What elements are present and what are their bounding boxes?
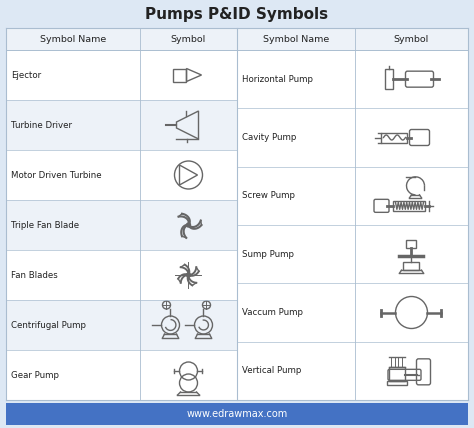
Bar xyxy=(403,262,419,270)
Bar xyxy=(407,240,417,248)
Text: Triple Fan Blade: Triple Fan Blade xyxy=(11,220,79,229)
Text: Symbol Name: Symbol Name xyxy=(40,35,106,44)
Text: Centrifugal Pump: Centrifugal Pump xyxy=(11,321,86,330)
Text: Gear Pump: Gear Pump xyxy=(11,371,59,380)
Text: Pumps P&ID Symbols: Pumps P&ID Symbols xyxy=(146,6,328,21)
Bar xyxy=(6,403,468,425)
Text: Sump Pump: Sump Pump xyxy=(242,250,294,259)
Circle shape xyxy=(186,223,191,227)
Bar xyxy=(6,200,237,250)
Text: Symbol: Symbol xyxy=(394,35,429,44)
Text: www.edrawmax.com: www.edrawmax.com xyxy=(186,409,288,419)
Text: Vaccum Pump: Vaccum Pump xyxy=(242,308,303,317)
Text: Cavity Pump: Cavity Pump xyxy=(242,133,296,142)
Text: Ejector: Ejector xyxy=(11,71,41,80)
Text: Symbol Name: Symbol Name xyxy=(263,35,329,44)
Bar xyxy=(393,201,426,211)
Bar xyxy=(382,133,408,143)
Bar xyxy=(385,69,393,89)
Text: Vertical Pump: Vertical Pump xyxy=(242,366,301,375)
Text: Turbine Driver: Turbine Driver xyxy=(11,121,72,130)
Bar xyxy=(388,381,408,385)
Bar xyxy=(173,68,186,81)
Bar xyxy=(6,28,468,400)
Bar xyxy=(6,28,237,50)
Circle shape xyxy=(186,273,191,277)
Text: Screw Pump: Screw Pump xyxy=(242,191,295,200)
Text: Fan Blades: Fan Blades xyxy=(11,270,58,279)
Bar xyxy=(390,367,405,381)
Text: Symbol: Symbol xyxy=(171,35,206,44)
Text: Horizontal Pump: Horizontal Pump xyxy=(242,74,313,83)
Bar xyxy=(6,300,237,350)
Text: Motor Driven Turbine: Motor Driven Turbine xyxy=(11,170,101,179)
Bar xyxy=(6,100,237,150)
Bar xyxy=(237,28,468,50)
